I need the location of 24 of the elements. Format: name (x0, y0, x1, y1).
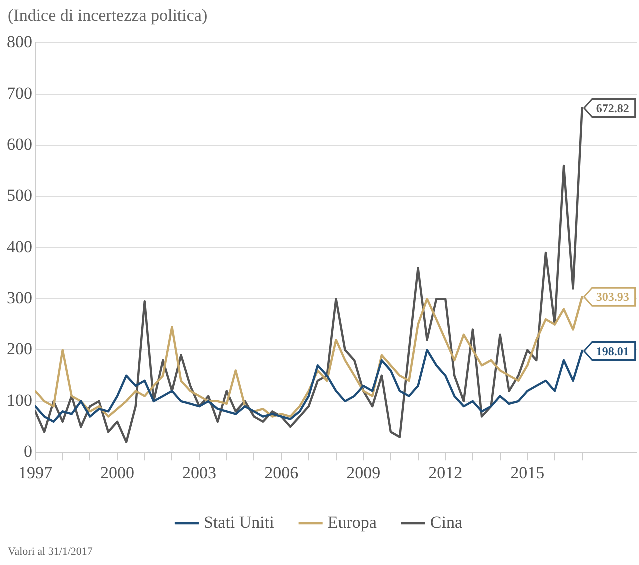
x-tick-label: 1997 (18, 463, 53, 482)
x-tick-label: 2003 (182, 463, 217, 482)
y-tick-label: 600 (7, 135, 32, 154)
text: Valori al 31/1/2017 (8, 546, 93, 558)
x-tick-label: 2015 (510, 463, 545, 482)
y-tick-label: 700 (7, 84, 32, 103)
data-label: 303.93 (596, 290, 630, 304)
x-tick-label: 2000 (100, 463, 135, 482)
legend-label: Stati Uniti (204, 512, 275, 532)
x-tick-label: 2006 (264, 463, 299, 482)
legend-label: Europa (328, 512, 378, 532)
legend-label: Cina (430, 512, 463, 532)
y-tick-label: 400 (7, 237, 32, 256)
y-tick-label: 500 (7, 186, 32, 206)
x-tick-label: 2009 (346, 463, 381, 482)
y-tick-label: 200 (7, 340, 32, 359)
x-tick-label: 2012 (428, 463, 463, 482)
y-tick-label: 100 (7, 390, 32, 410)
data-label: 198.01 (596, 344, 630, 358)
y-tick-label: 800 (7, 32, 32, 52)
y-tick-label: 300 (7, 288, 32, 308)
data-label: 672.82 (596, 101, 630, 116)
y-axis-title: (Indice di incertezza politica) (8, 6, 208, 26)
y-tick-label: 0 (24, 442, 32, 462)
